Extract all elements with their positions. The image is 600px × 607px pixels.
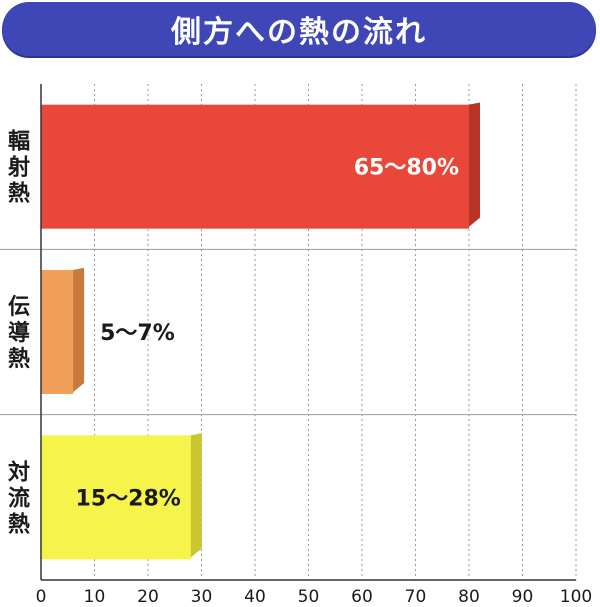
category-label: 伝導熱 xyxy=(8,295,30,372)
data-label: 5〜7% xyxy=(100,321,175,346)
x-tick-label: 0 xyxy=(36,587,47,607)
x-tick-label: 40 xyxy=(244,587,266,607)
chart-title: 側方への熱の流れ xyxy=(171,15,427,50)
x-tick-label: 90 xyxy=(512,587,534,607)
bar xyxy=(41,435,191,560)
axes xyxy=(40,84,576,581)
x-tick-label: 60 xyxy=(351,587,373,607)
x-tick-label: 80 xyxy=(458,587,480,607)
bar-side xyxy=(188,433,202,560)
x-tick-label: 10 xyxy=(84,587,106,607)
grid-lines xyxy=(0,84,577,580)
labels: 0 10 20 30 40 50 60 70 80 90 100 輻射熱 65〜80% 伝導熱 5〜7% 対流… xyxy=(7,129,592,607)
bar xyxy=(41,104,469,229)
bar-side xyxy=(70,267,85,394)
x-tick-label: 30 xyxy=(191,587,213,607)
x-tick-label: 70 xyxy=(405,587,427,607)
x-tick-label: 100 xyxy=(560,587,592,607)
category-label: 輻射熱 xyxy=(7,129,30,207)
data-label: 65〜80% xyxy=(354,156,459,181)
title-banner: 側方への熱の流れ xyxy=(2,2,596,56)
bars xyxy=(41,102,480,560)
x-tick-label: 20 xyxy=(137,587,159,607)
data-label: 15〜28% xyxy=(76,486,181,511)
bar xyxy=(41,270,74,394)
category-label: 対流熱 xyxy=(8,460,30,537)
bar-side xyxy=(466,102,480,229)
x-tick-label: 50 xyxy=(298,587,320,607)
